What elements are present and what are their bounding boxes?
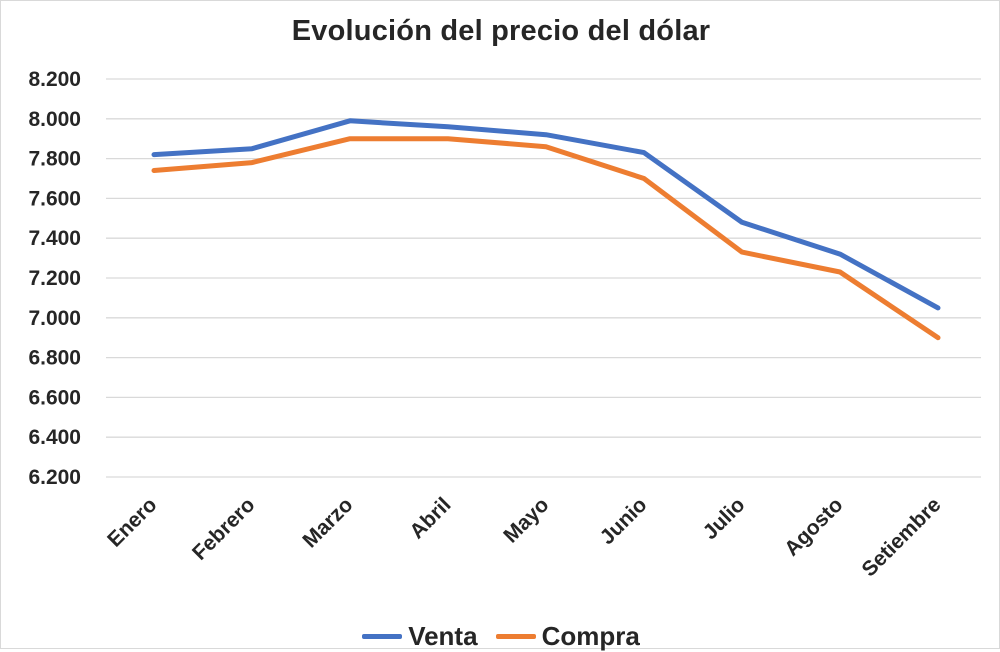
legend: Venta Compra <box>1 621 1000 652</box>
y-tick-label: 6.400 <box>28 426 81 449</box>
series-lines <box>151 118 941 341</box>
x-tick-label: Junio <box>596 493 652 549</box>
x-tick-label: Enero <box>103 493 161 551</box>
legend-item-venta: Venta <box>362 621 478 652</box>
chart-title: Evolución del precio del dólar <box>291 15 711 47</box>
y-tick-label: 7.600 <box>28 187 81 210</box>
y-tick-label: 7.000 <box>28 307 81 330</box>
legend-swatch-venta <box>362 634 403 639</box>
y-tick-label: 8.000 <box>28 108 81 131</box>
y-tick-label: 7.800 <box>28 148 81 171</box>
y-axis-ticks: 6.200 6.400 6.600 6.800 7.000 7.200 7.400 7.600… <box>28 68 81 489</box>
legend-swatch-compra <box>495 634 536 639</box>
legend-label-compra: Compra <box>541 621 640 651</box>
legend-label-venta: Venta <box>408 621 478 651</box>
gridlines <box>106 78 981 478</box>
y-tick-label: 7.200 <box>28 267 81 290</box>
x-tick-label: Abril <box>405 493 455 543</box>
x-axis-ticks: Enero Febrero Marzo Abril Mayo Junio Julio Agos… <box>103 493 945 581</box>
x-tick-label: Marzo <box>298 493 357 552</box>
series-line-venta <box>151 118 941 311</box>
legend-item-compra: Compra <box>495 621 640 652</box>
x-tick-label: Julio <box>699 493 750 544</box>
x-tick-label: Febrero <box>188 493 260 565</box>
y-tick-label: 6.200 <box>28 466 81 489</box>
series-line-compra <box>151 136 941 341</box>
y-tick-label: 8.200 <box>28 68 81 91</box>
y-tick-label: 7.400 <box>28 227 81 250</box>
x-tick-label: Mayo <box>499 493 553 547</box>
y-tick-label: 6.600 <box>28 386 81 409</box>
x-tick-label: Agosto <box>780 493 847 560</box>
y-tick-label: 6.800 <box>28 347 81 370</box>
x-tick-label: Setiembre <box>857 493 945 581</box>
